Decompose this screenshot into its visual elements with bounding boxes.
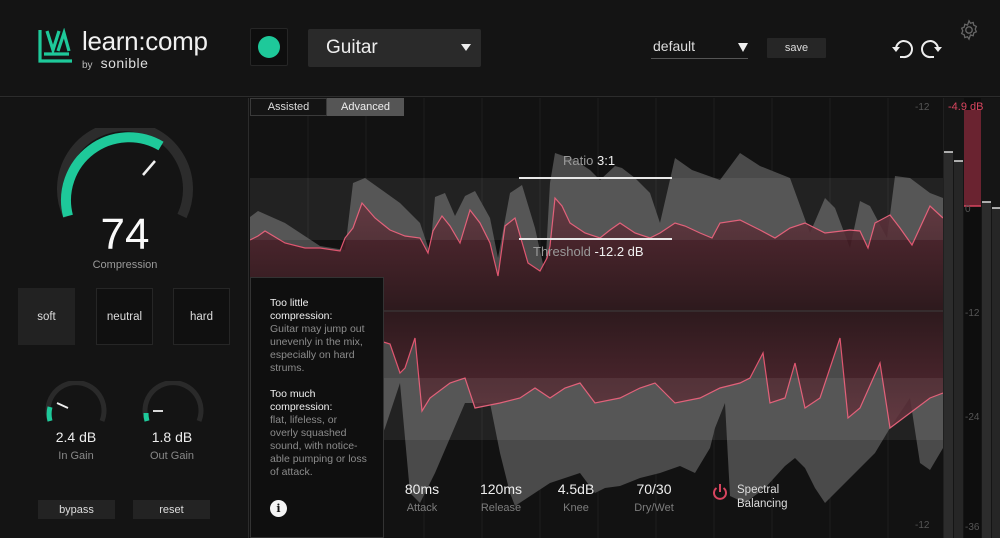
out-gain-knob[interactable]	[141, 381, 205, 445]
compression-graph[interactable]: Assisted Advanced -12 -12 Ratio 3:1 Thre…	[250, 98, 943, 538]
meter-scale-0: 0	[965, 204, 971, 215]
drywet-value: 70/30	[636, 481, 672, 497]
waveform-display	[250, 98, 943, 538]
threshold-value: -12.2 dB	[594, 244, 644, 259]
ratio-handle[interactable]	[519, 177, 672, 179]
gear-icon[interactable]	[958, 19, 980, 41]
knee-param[interactable]: 4.5dB Knee	[541, 481, 611, 514]
tooltip-heading-2: Too much compression:	[270, 388, 333, 413]
mode-tabs: Assisted Advanced	[250, 98, 404, 116]
drywet-param[interactable]: 70/30 Dry/Wet	[619, 481, 689, 514]
tab-advanced[interactable]: Advanced	[327, 98, 404, 116]
app-brand: sonible	[100, 55, 149, 71]
power-icon	[258, 36, 280, 58]
release-label: Release	[480, 502, 522, 514]
header-bar: learn:comp by sonible Guitar default save	[0, 0, 1000, 97]
meter-scale-12: -12	[965, 308, 980, 319]
compression-knob[interactable]	[55, 128, 195, 268]
level-meters: 0 -12 -24 -36	[942, 98, 1000, 538]
attack-label: Attack	[406, 502, 438, 514]
scale-top-label: -12	[915, 102, 930, 113]
logo: learn:comp by sonible	[38, 28, 208, 71]
chevron-down-icon	[738, 43, 748, 52]
gain-reduction-readout: -4.9 dB	[948, 101, 984, 113]
in-gain-label: In Gain	[58, 450, 94, 462]
reset-button[interactable]: reset	[133, 500, 210, 519]
app-title: learn:comp	[82, 26, 208, 56]
ratio-value: 3:1	[596, 153, 616, 168]
drywet-label: Dry/Wet	[634, 502, 674, 514]
threshold-handle[interactable]	[519, 238, 672, 240]
instrument-dropdown[interactable]: Guitar	[308, 29, 481, 67]
spectral-balancing-toggle[interactable]: Spectral Balancing	[712, 483, 788, 511]
app-by: by	[82, 60, 93, 71]
left-panel: 74 Compression soft neutral hard 2.4 dB …	[0, 98, 249, 538]
undo-icon[interactable]	[891, 37, 915, 61]
knee-value: 4.5dB	[557, 481, 595, 497]
meter-scale-36: -36	[965, 522, 980, 533]
save-button[interactable]: save	[767, 38, 826, 58]
release-param[interactable]: 120ms Release	[466, 481, 536, 514]
power-icon	[713, 484, 727, 500]
tooltip-heading-1: Too little compression:	[270, 297, 333, 322]
knee-label: Knee	[563, 502, 589, 514]
logo-icon	[38, 28, 72, 63]
neutral-button[interactable]: neutral	[96, 288, 153, 345]
spectral-line1: Spectral	[737, 484, 780, 496]
threshold-label: Threshold -12.2 dB	[533, 244, 644, 259]
bypass-button[interactable]: bypass	[38, 500, 115, 519]
ratio-label: Ratio 3:1	[563, 153, 616, 168]
compression-value: 74	[100, 210, 150, 259]
attack-param[interactable]: 80ms Attack	[387, 481, 457, 514]
out-gain-label: Out Gain	[149, 450, 195, 462]
out-gain-value: 1.8 dB	[151, 429, 193, 445]
compression-label: Compression	[92, 259, 158, 271]
release-value: 120ms	[479, 481, 523, 497]
meter-bars: 0 -12 -24 -36	[942, 98, 1000, 538]
chevron-down-icon	[461, 44, 471, 51]
info-icon[interactable]: i	[270, 500, 287, 517]
redo-icon[interactable]	[919, 37, 943, 61]
spectral-line2: Balancing	[737, 498, 788, 510]
in-gain-value: 2.4 dB	[55, 429, 97, 445]
attack-value: 80ms	[404, 481, 440, 497]
meter-scale-24: -24	[965, 412, 980, 423]
instrument-value: Guitar	[326, 37, 378, 58]
in-gain-knob[interactable]	[44, 381, 108, 445]
help-tooltip: Too little compression: Guitar may jump …	[250, 277, 384, 538]
power-button[interactable]	[250, 28, 288, 66]
hard-button[interactable]: hard	[173, 288, 230, 345]
tooltip-text-1: Guitar may jump out unevenly in the mix,…	[270, 323, 365, 374]
scale-bottom-label: -12	[915, 520, 930, 531]
soft-button[interactable]: soft	[18, 288, 75, 345]
preset-value: default	[653, 38, 696, 54]
tab-assisted[interactable]: Assisted	[250, 98, 327, 116]
preset-dropdown[interactable]: default	[651, 38, 748, 59]
tooltip-text-2: flat, lifeless, or overly squashed sound…	[270, 414, 367, 478]
